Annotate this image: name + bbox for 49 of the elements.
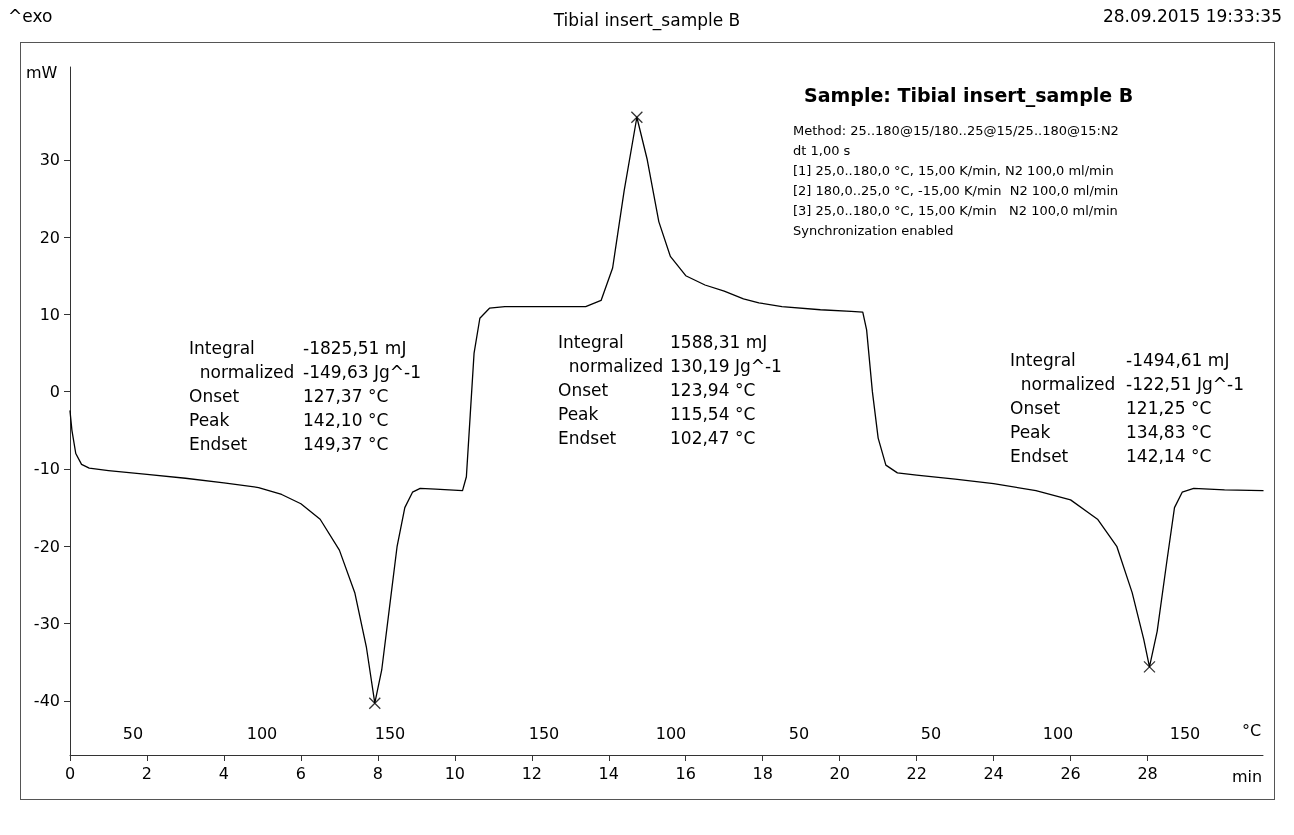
annotation: 50 (920, 724, 942, 744)
x-tick-label: 0 (64, 763, 76, 783)
x-axis-title: min (1232, 766, 1263, 786)
annotation: 1588,31 mJ 130,19 Jg^-1 123,94 °C 115,54 °C 102,47 °C (670, 332, 782, 448)
text: Sample: Tibial insert_sample B (804, 83, 1134, 107)
text: 28.09.2015 19:33:35 (1102, 6, 1282, 27)
annotation: Integral normalized Onset Peak Endset (1010, 350, 1116, 466)
x-tick-label: 18 (752, 763, 773, 783)
y-tick-label: 0 (49, 382, 60, 402)
annotation: 150 (528, 724, 560, 744)
x2-axis-title: °C (1242, 720, 1262, 740)
y-tick-label: -30 (33, 614, 60, 634)
annotation: 100 (1042, 724, 1074, 744)
y-tick-label: 20 (39, 227, 60, 247)
y-tick-label: 30 (39, 150, 60, 170)
annotation: 100 (246, 724, 278, 744)
y-axis-title: mW (26, 62, 58, 82)
x-tick-label: 4 (218, 763, 230, 783)
x-tick-label: 6 (295, 763, 306, 783)
point (630, 111, 644, 124)
x-tick-label: 24 (983, 763, 1004, 783)
annotation: Method: 25..180@15/180..25@15/25..180@15:N2 dt 1,00 s [1] 25,0..180,0 °C, 15,00 K/min, N2 100,0 ml/min [2] 180,0..25,0 °C, -15,00 K/min N2 100,0 ml/min [3] 25,0..180,0 °C, 15,00 K/min N2 100,0 ml/min Synchronization enabled (793, 122, 1119, 238)
x-tick-label: 12 (521, 763, 542, 783)
x-tick-label: 26 (1060, 763, 1081, 783)
annotation: 150 (374, 724, 406, 744)
annotation: 100 (655, 724, 687, 744)
y-tick-label: 10 (39, 304, 60, 324)
annotation: -1494,61 mJ -122,51 Jg^-1 121,25 °C 134,83 °C 142,14 °C (1126, 350, 1245, 466)
x-tick-label: 2 (141, 763, 153, 783)
x-tick-label: 16 (675, 763, 696, 783)
y-tick-label: -20 (33, 536, 60, 556)
x-tick-label: 22 (906, 763, 927, 783)
annotation: -1825,51 mJ -149,63 Jg^-1 127,37 °C 142,10 °C 149,37 °C (303, 338, 422, 454)
point (1143, 660, 1156, 674)
x-tick-label: 28 (1137, 763, 1158, 783)
x-tick-label: 20 (829, 763, 850, 783)
annotation: 50 (122, 724, 144, 744)
text: ^exo (8, 6, 53, 27)
y-tick-label: -10 (33, 459, 60, 479)
x-tick-label: 8 (372, 763, 383, 783)
point (368, 697, 381, 710)
y-tick-label: -40 (33, 691, 60, 711)
annotation: 50 (788, 724, 810, 744)
annotation: 150 (1169, 724, 1201, 744)
annotation: Integral normalized Onset Peak Endset (558, 332, 664, 448)
x-tick-label: 10 (444, 763, 466, 783)
annotation: Integral normalized Onset Peak Endset (189, 338, 295, 454)
chart-title: Tibial insert_sample B (552, 9, 741, 31)
x-tick-label: 14 (598, 763, 619, 783)
